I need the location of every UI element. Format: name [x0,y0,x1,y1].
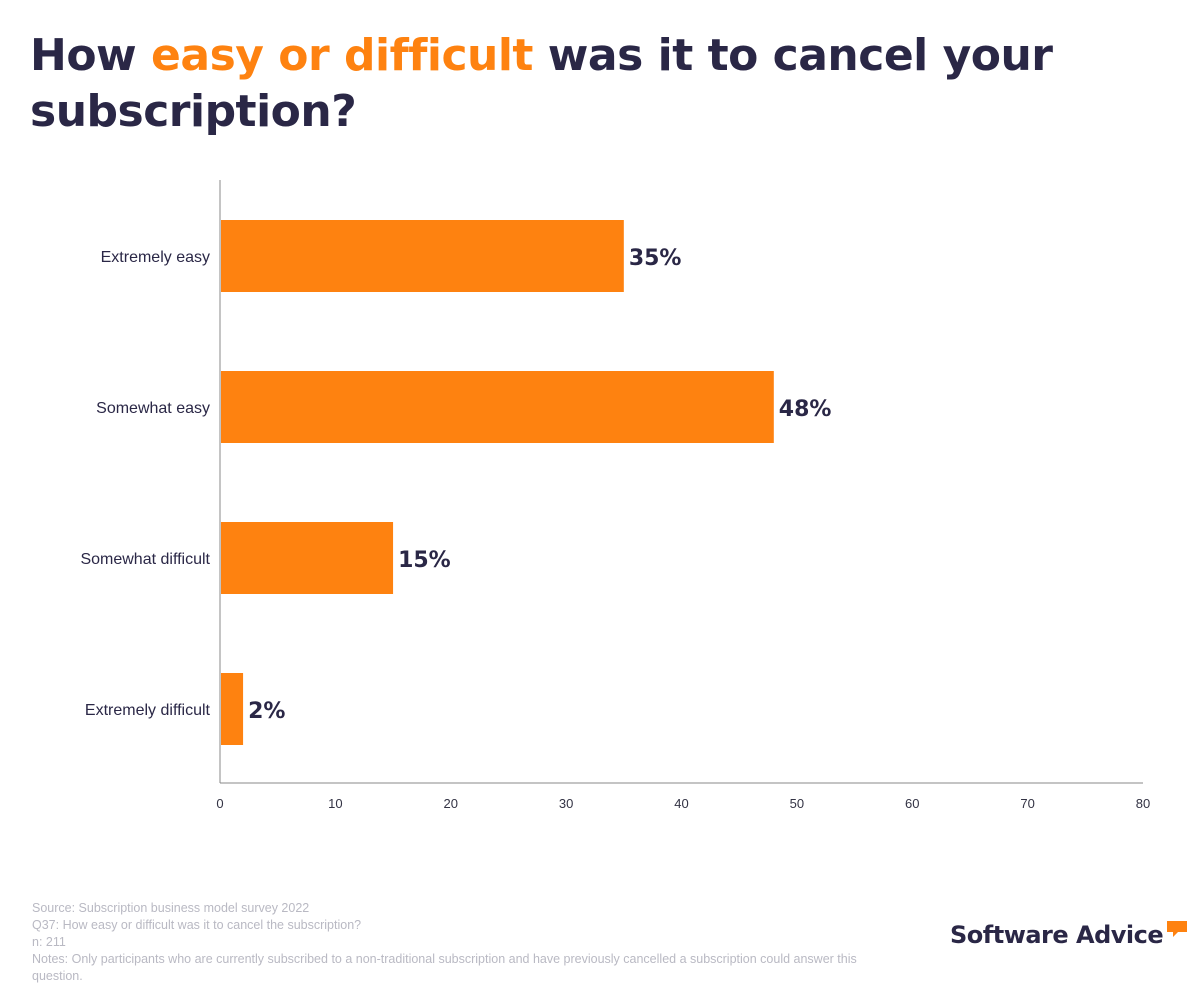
x-tick-label: 60 [905,796,919,811]
x-tick-label: 10 [328,796,342,811]
bar [221,371,774,443]
chart-title: How easy or difficult was it to cancel y… [30,28,1150,140]
value-label: 15% [398,548,451,573]
title-highlight: easy or difficult [151,30,533,81]
logo-text: Software Advice [950,921,1164,949]
category-label: Somewhat difficult [80,551,210,568]
title-tail: was it to cancel your subscription? [30,30,1053,137]
footer-question: Q37: How easy or difficult was it to can… [32,918,362,932]
bar-chart: 0 10 20 30 40 50 60 70 80 Extremely easy 35% Somewh… [80,180,1150,811]
x-tick-label: 30 [559,796,573,811]
x-tick-label: 40 [674,796,688,811]
x-tick-label: 70 [1020,796,1034,811]
value-label: 48% [779,397,832,422]
value-label: 35% [629,246,682,271]
value-label: 2% [248,699,285,724]
x-tick-label: 50 [790,796,804,811]
footer-notes: Notes: Only participants who are current… [32,952,857,983]
title-lead: How [30,30,152,81]
category-label: Extremely easy [101,249,210,266]
software-advice-logo: Software Advice [950,918,1189,952]
category-label: Extremely difficult [85,702,211,719]
bar [221,673,244,745]
chart-footer: Source: Subscription business model surv… [32,900,872,985]
category-label: Somewhat easy [96,400,210,417]
bar [221,220,624,292]
x-tick-label: 0 [216,796,223,811]
footer-sample-size: n: 211 [32,935,66,949]
bar [221,522,394,594]
x-tick-label: 20 [444,796,458,811]
footer-source: Source: Subscription business model surv… [32,901,310,915]
x-tick-label: 80 [1136,796,1150,811]
speech-bubble-icon [1167,921,1188,937]
